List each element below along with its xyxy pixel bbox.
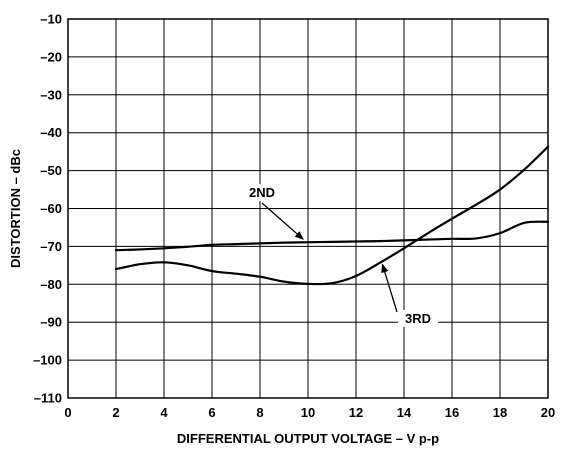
x-tick-label: 8 [256,405,263,420]
series-lines [114,145,550,286]
y-tick-label: –110 [34,391,62,406]
x-tick-label: 10 [301,405,315,420]
x-tick-label: 6 [208,405,215,420]
plot-frame [67,18,549,399]
y-axis-label: DISTORTION – dBc [8,149,23,268]
x-tick-label: 0 [64,405,71,420]
y-tick-label: –20 [40,49,62,64]
y-tick-label: –40 [40,125,62,140]
x-tick-label: 12 [349,405,363,420]
annotation-label-bg-3rd [398,310,438,327]
y-tick-label: –50 [40,163,62,178]
y-tick-label: –100 [33,353,62,368]
x-tick-label: 20 [541,405,555,420]
y-tick-label: –70 [40,239,62,254]
annotation-arrow-2nd [261,202,304,240]
y-tick-label: –10 [40,12,62,27]
x-tick-label: 14 [397,405,412,420]
x-tick-label: 2 [112,405,119,420]
y-tick-label: –30 [40,87,62,102]
y-tick-label: –90 [40,315,62,330]
series-line-3rd [114,145,550,286]
annotation-label-bg-2nd [242,184,282,201]
annotation-label-3rd: 3RD [405,311,431,326]
x-tick-label: 18 [493,405,507,420]
y-tick-label: –80 [40,277,62,292]
x-axis-label: DIFFERENTIAL OUTPUT VOLTAGE – V p-p [177,431,439,446]
x-tick-label: 4 [160,405,168,420]
y-tick-labels: –10 –20 –30 –40 –50 –60 –70 –80 –90 –100 –110 [33,12,62,406]
x-tick-labels: 0 2 4 6 8 10 12 14 16 18 20 [64,405,555,420]
grid-lines [68,19,548,398]
series-annotations: 2ND 3RD [242,184,438,327]
annotation-label-2nd: 2ND [249,185,275,200]
y-tick-label: –60 [40,201,62,216]
x-tick-label: 16 [445,405,459,420]
series-line-2nd [114,220,550,252]
annotation-arrow-3rd [381,263,398,313]
